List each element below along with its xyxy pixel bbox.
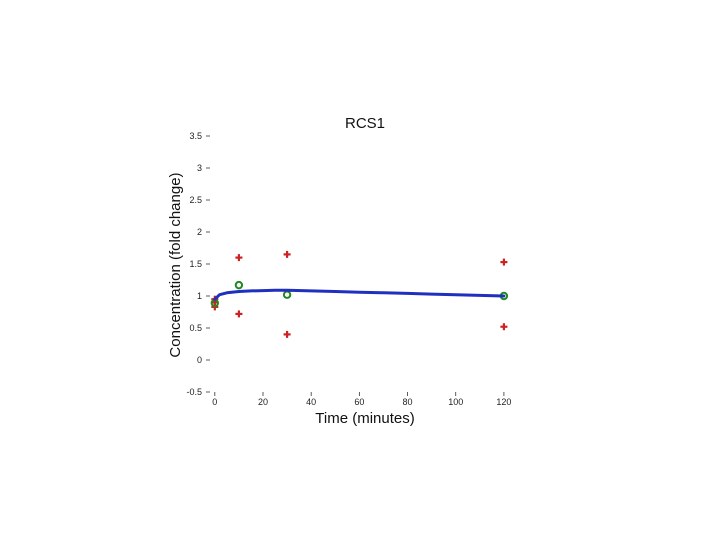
y-tick-label: -0.5 (186, 387, 202, 397)
replicate-point (235, 254, 243, 262)
y-axis-title: Concentration (fold change) (167, 172, 184, 357)
fit-curve-line (213, 288, 506, 301)
y-tick-label: 0 (197, 355, 202, 365)
replicate-point (500, 258, 508, 266)
replicate-point (283, 250, 291, 258)
y-tick-label: 2.5 (189, 195, 202, 205)
x-tick-label: 20 (258, 397, 268, 407)
replicate-point (235, 310, 243, 318)
y-tick-label: 3 (197, 163, 202, 173)
chart-title: RCS1 (345, 115, 385, 132)
x-tick-label: 100 (448, 397, 463, 407)
x-tick-label: 0 (212, 397, 217, 407)
x-tick-label: 80 (403, 397, 413, 407)
mean-point (234, 280, 244, 290)
series-group (210, 250, 509, 338)
x-tick-label: 60 (354, 397, 364, 407)
x-tick-label: 40 (306, 397, 316, 407)
x-axis-title: Time (minutes) (315, 410, 414, 427)
axes-group: -0.5 0 0.5 1 1.5 2 2.5 3 3.5 0 20 40 60 80 100 120 (186, 131, 511, 407)
y-tick-label: 1.5 (189, 259, 202, 269)
y-tick-label: 0.5 (189, 323, 202, 333)
y-tick-label: 1 (197, 291, 202, 301)
y-tick-label: 2 (197, 227, 202, 237)
mean-point (282, 290, 292, 299)
replicate-point (283, 330, 291, 338)
y-tick-label: 3.5 (189, 131, 202, 141)
replicate-point (500, 323, 508, 331)
x-tick-label: 120 (496, 397, 511, 407)
